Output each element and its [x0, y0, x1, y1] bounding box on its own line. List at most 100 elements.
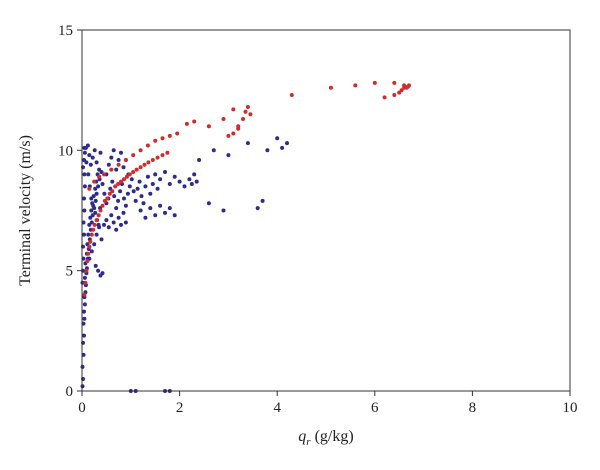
data-point	[192, 119, 197, 124]
data-point	[382, 95, 387, 100]
x-tick-label: 8	[469, 400, 477, 416]
data-point	[148, 191, 153, 196]
data-point	[236, 126, 241, 131]
data-point	[206, 124, 211, 129]
data-point	[125, 191, 130, 196]
data-point	[226, 153, 231, 158]
data-point	[119, 179, 123, 184]
data-point	[82, 184, 87, 189]
data-point	[402, 85, 407, 90]
series-2-points	[82, 80, 411, 297]
data-point	[139, 194, 144, 199]
data-point	[104, 218, 109, 223]
data-point	[82, 309, 86, 314]
data-point	[260, 198, 265, 203]
data-point	[192, 172, 197, 177]
data-point	[89, 220, 94, 225]
data-point	[155, 186, 160, 191]
data-point	[91, 203, 96, 208]
data-point	[163, 170, 167, 174]
data-point	[146, 160, 151, 165]
data-point	[114, 167, 119, 172]
data-point	[102, 191, 107, 196]
data-point	[110, 179, 115, 184]
data-point	[93, 198, 98, 203]
data-point	[116, 215, 121, 220]
data-point	[93, 186, 98, 191]
data-point	[88, 239, 93, 244]
data-point	[114, 227, 119, 232]
data-point	[138, 148, 143, 153]
data-point	[167, 133, 172, 138]
data-point	[143, 184, 148, 189]
data-point	[123, 220, 128, 225]
data-point	[100, 182, 105, 186]
data-point	[94, 232, 99, 237]
data-point	[87, 186, 92, 191]
data-point	[175, 131, 180, 136]
data-point	[116, 162, 121, 167]
data-point	[194, 179, 199, 184]
data-point	[96, 268, 101, 273]
data-point	[82, 145, 87, 150]
data-point	[167, 182, 172, 186]
data-point	[88, 162, 93, 167]
data-point	[110, 189, 115, 194]
data-point	[109, 213, 114, 218]
data-point	[155, 155, 160, 160]
x-tick-label: 0	[78, 400, 86, 416]
data-point	[92, 222, 97, 227]
data-point	[131, 153, 136, 158]
data-point	[85, 259, 90, 263]
data-point	[328, 85, 333, 90]
data-point	[105, 196, 110, 201]
data-point	[134, 167, 139, 172]
data-point	[102, 198, 107, 203]
data-point	[231, 131, 236, 136]
y-axis-title: Terminal velocity (m/s)	[17, 135, 34, 286]
data-point	[392, 80, 397, 85]
data-point	[107, 191, 112, 196]
axis-ticks: 0 2 4 6 8 10 0 5 10 15	[58, 23, 578, 416]
data-point	[89, 249, 94, 254]
data-point	[289, 93, 294, 97]
data-point	[94, 218, 99, 223]
data-point	[122, 177, 126, 182]
data-point	[92, 148, 97, 153]
data-point	[82, 316, 87, 321]
data-point	[86, 232, 91, 237]
x-axis-title-unit: (g/kg)	[311, 428, 354, 445]
data-point	[82, 208, 87, 213]
data-point	[285, 141, 289, 146]
data-point	[89, 208, 94, 213]
data-point	[114, 206, 119, 211]
data-point	[145, 143, 150, 148]
data-point	[241, 117, 245, 121]
data-point	[231, 107, 236, 112]
data-point	[167, 206, 172, 211]
x-axis-title-sub: r	[306, 436, 311, 448]
data-point	[150, 182, 155, 186]
x-tick-label: 2	[176, 400, 184, 416]
data-point	[96, 222, 101, 227]
data-point	[211, 148, 216, 153]
data-point	[138, 208, 143, 213]
data-point	[94, 191, 99, 196]
data-point	[96, 213, 101, 218]
data-point	[85, 143, 90, 148]
data-point	[137, 179, 142, 184]
data-point	[106, 162, 111, 167]
data-point	[158, 177, 163, 182]
data-point	[113, 184, 118, 189]
data-point	[92, 242, 97, 247]
data-point	[182, 184, 187, 189]
data-point	[82, 172, 87, 177]
data-point	[82, 292, 87, 297]
data-point	[131, 189, 136, 194]
data-point	[353, 83, 358, 88]
data-point	[82, 302, 87, 307]
data-point	[133, 198, 138, 203]
data-point	[82, 150, 87, 155]
data-point	[243, 109, 248, 114]
